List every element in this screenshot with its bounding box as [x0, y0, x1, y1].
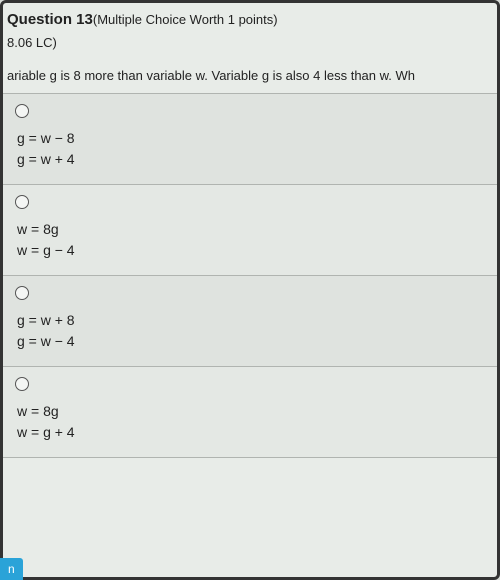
- submit-button[interactable]: n: [0, 558, 23, 580]
- question-header: Question 13(Multiple Choice Worth 1 poin…: [3, 3, 497, 54]
- question-code: 8.06 LC): [7, 29, 493, 50]
- question-worth: (Multiple Choice Worth 1 points): [93, 12, 278, 27]
- radio-icon[interactable]: [15, 377, 29, 391]
- options-list: g = w − 8 g = w + 4 w = 8g w = g − 4 g =…: [3, 93, 497, 458]
- option-a[interactable]: g = w − 8 g = w + 4: [3, 94, 497, 185]
- option-line: g = w − 4: [15, 331, 485, 352]
- option-b[interactable]: w = 8g w = g − 4: [3, 185, 497, 276]
- question-number: Question 13: [7, 11, 93, 28]
- radio-icon[interactable]: [15, 286, 29, 300]
- option-line: g = w + 4: [15, 149, 485, 170]
- option-c[interactable]: g = w + 8 g = w − 4: [3, 276, 497, 367]
- option-line: w = g − 4: [15, 240, 485, 261]
- radio-icon[interactable]: [15, 195, 29, 209]
- quiz-screen: Question 13(Multiple Choice Worth 1 poin…: [0, 0, 500, 580]
- option-line: w = g + 4: [15, 422, 485, 443]
- option-line: w = 8g: [15, 219, 485, 240]
- option-d[interactable]: w = 8g w = g + 4: [3, 367, 497, 458]
- question-prompt: ariable g is 8 more than variable w. Var…: [3, 54, 497, 93]
- option-line: w = 8g: [15, 401, 485, 422]
- option-line: g = w − 8: [15, 128, 485, 149]
- option-line: g = w + 8: [15, 310, 485, 331]
- radio-icon[interactable]: [15, 104, 29, 118]
